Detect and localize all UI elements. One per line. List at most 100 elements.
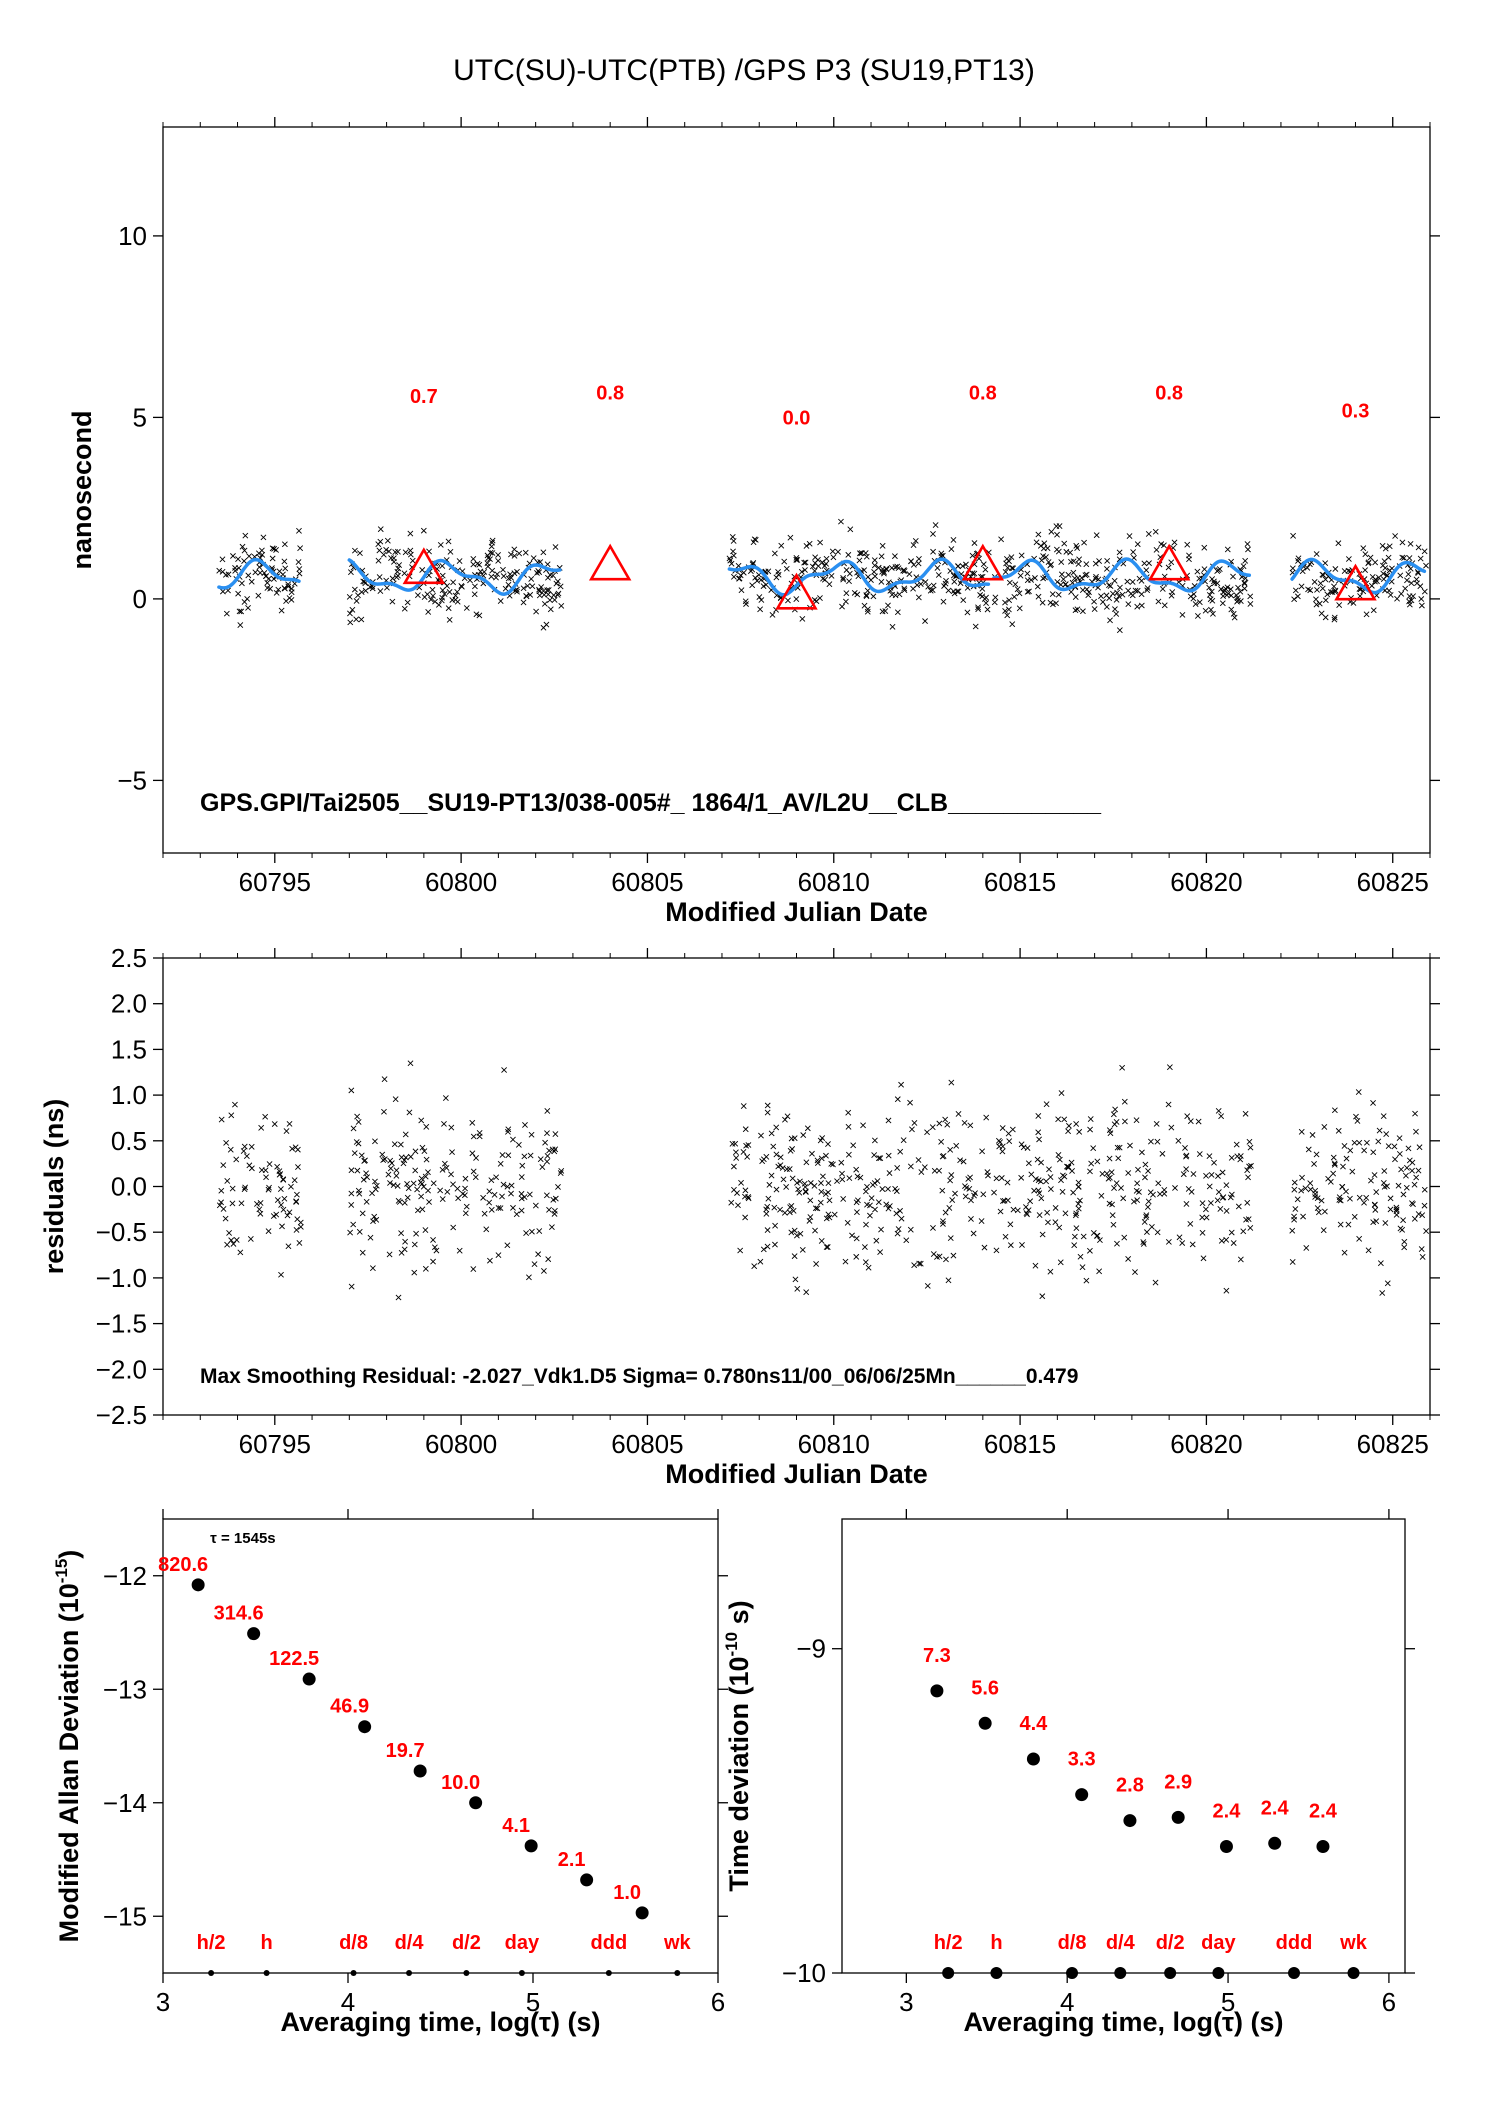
data-point-mark: [879, 542, 886, 549]
residual-point-mark: [834, 1178, 840, 1185]
residual-point-mark: [1398, 1166, 1405, 1173]
triangle-marker: [775, 572, 818, 610]
data-point-mark: [489, 537, 496, 544]
triangle-value-label: 0.8: [596, 382, 624, 404]
data-point-mark: [1116, 627, 1123, 634]
residual-point-mark: [1055, 1116, 1062, 1123]
data-point-mark: [856, 557, 863, 564]
residual-point-mark: [1223, 1287, 1230, 1294]
residual-point-mark: [1035, 1113, 1042, 1119]
residual-point-mark: [911, 1262, 918, 1269]
deviation-value-label: 5.6: [971, 1677, 999, 1699]
residual-point-mark: [293, 1227, 300, 1233]
data-point-mark: [1404, 577, 1410, 584]
data-point-mark: [1380, 576, 1387, 583]
data-point-mark: [863, 593, 870, 600]
triangle-value-label: 0.8: [1155, 382, 1183, 404]
residual-point-mark: [228, 1237, 235, 1244]
data-point-mark: [889, 623, 896, 630]
data-point-mark: [219, 568, 226, 575]
residual-point-mark: [373, 1216, 380, 1223]
residual-point-mark: [1235, 1203, 1242, 1210]
residual-point-mark: [799, 1246, 806, 1253]
residual-point-mark: [812, 1205, 819, 1212]
residual-point-mark: [786, 1166, 793, 1172]
residual-point-mark: [430, 1258, 436, 1265]
x-tick-label: 60815: [984, 867, 1056, 897]
residual-point-mark: [1365, 1247, 1372, 1254]
residual-point-mark: [898, 1081, 905, 1088]
data-point-mark: [1058, 559, 1065, 565]
data-point-mark: [1138, 602, 1145, 609]
residual-point-mark: [1245, 1216, 1252, 1223]
averaging-marker-label: day: [505, 1932, 540, 1954]
residual-point-mark: [558, 1167, 565, 1174]
residual-point-mark: [359, 1210, 366, 1217]
residual-point-mark: [430, 1180, 437, 1187]
residual-point-mark: [292, 1144, 299, 1151]
residual-point-mark: [911, 1120, 918, 1126]
residual-point-mark: [1079, 1264, 1086, 1271]
residual-point-mark: [745, 1195, 752, 1202]
residual-point-mark: [1044, 1209, 1051, 1216]
residual-point-mark: [1214, 1197, 1221, 1204]
residual-point-mark: [552, 1195, 559, 1202]
averaging-marker-dot: [605, 1970, 612, 1976]
averaging-marker-dot: [1347, 1967, 1360, 1979]
residual-point-mark: [873, 1237, 880, 1244]
data-point-mark: [523, 593, 530, 600]
y-tick-label: 1.0: [111, 1080, 147, 1110]
data-point-mark: [1014, 586, 1021, 593]
residual-point-mark: [797, 1230, 804, 1237]
residual-point-mark: [518, 1174, 525, 1181]
residual-point-mark: [1291, 1216, 1298, 1223]
data-point-mark: [389, 598, 396, 605]
residual-point-mark: [948, 1079, 955, 1086]
data-point-mark: [1002, 569, 1009, 575]
residual-point-mark: [1387, 1195, 1394, 1202]
residual-point-mark: [1190, 1171, 1197, 1177]
data-point-mark: [1117, 584, 1123, 591]
y-tick-label: −5: [117, 765, 147, 795]
residual-point-mark: [504, 1242, 511, 1249]
data-point-mark: [1230, 610, 1237, 617]
residual-point-mark: [528, 1228, 535, 1235]
residual-point-mark: [413, 1230, 420, 1237]
residual-point-mark: [942, 1116, 949, 1123]
residual-point-mark: [555, 1184, 561, 1190]
data-point-mark: [730, 552, 737, 559]
residual-point-mark: [968, 1216, 974, 1222]
data-point-mark: [225, 571, 232, 578]
residual-point-mark: [1220, 1194, 1227, 1201]
residual-point-mark: [784, 1113, 791, 1120]
residual-point-mark: [1413, 1174, 1420, 1181]
data-point-mark: [1006, 558, 1012, 565]
data-point-mark: [346, 593, 353, 600]
residual-point-mark: [1143, 1212, 1150, 1219]
residual-point-mark: [412, 1148, 419, 1155]
main-time-series-panel: 60795 60800 60805 60810 60815 60820 60825−5051…: [67, 117, 1440, 927]
residual-point-mark: [1403, 1172, 1409, 1179]
data-point-mark: [297, 545, 304, 552]
residual-point-mark: [387, 1157, 394, 1164]
x-tick-label: 60810: [798, 867, 870, 897]
deviation-point: [358, 1720, 372, 1734]
residual-point-mark: [455, 1195, 462, 1202]
data-point-mark: [878, 578, 885, 585]
data-point-mark: [428, 596, 434, 603]
data-point-mark: [1247, 593, 1254, 600]
residual-point-mark: [441, 1120, 447, 1127]
data-point-mark: [1202, 607, 1209, 614]
data-point-mark: [846, 578, 852, 585]
residual-point-mark: [1007, 1242, 1014, 1249]
data-point-mark: [538, 584, 545, 590]
residual-point-mark: [1087, 1126, 1093, 1133]
residual-point-mark: [1070, 1189, 1077, 1196]
data-point-mark: [1049, 591, 1056, 598]
residual-point-mark: [1381, 1168, 1388, 1174]
residual-point-mark: [1327, 1178, 1334, 1185]
data-point-mark: [1242, 557, 1249, 564]
data-point-mark: [882, 608, 889, 614]
data-point-mark: [285, 583, 292, 590]
data-point-mark: [544, 587, 551, 594]
